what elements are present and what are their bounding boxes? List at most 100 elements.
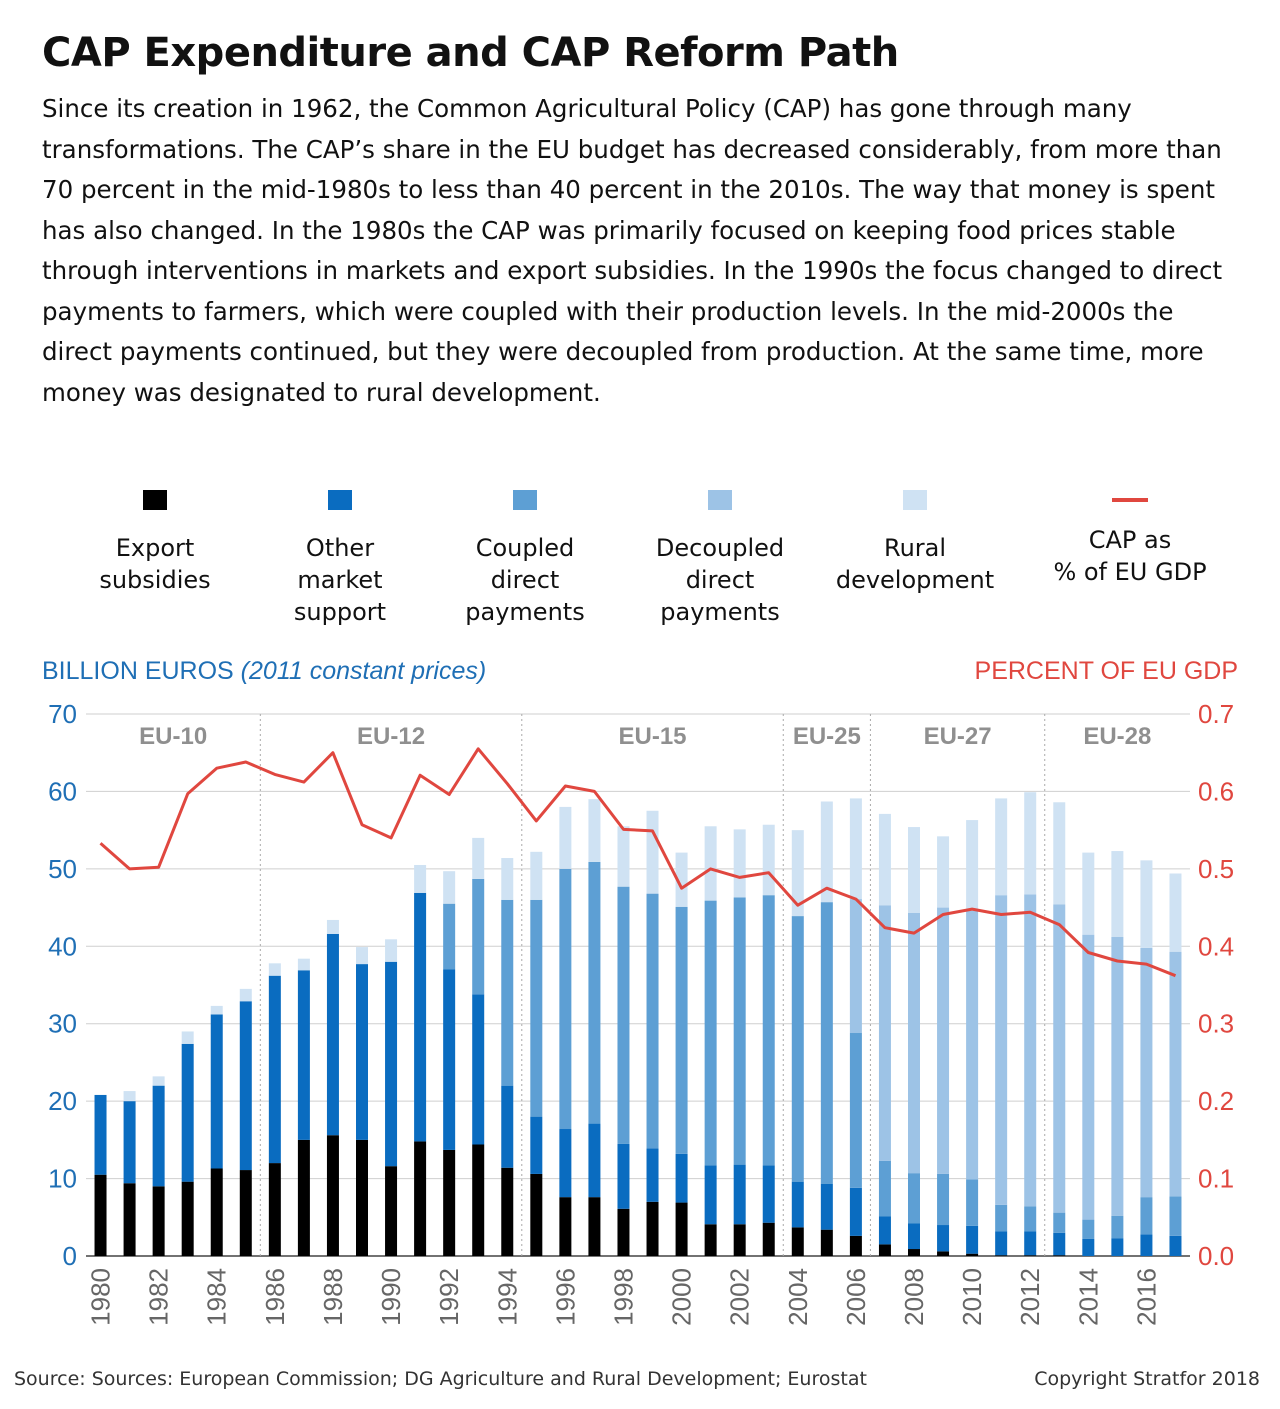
legend-label-line: Decoupled: [655, 534, 785, 562]
x-tick-label: 1980: [86, 1268, 116, 1326]
bar-segment: [559, 806, 572, 869]
bar-segment: [268, 1163, 281, 1256]
left-tick-label: 10: [48, 1164, 77, 1194]
bar-segment: [849, 1235, 862, 1256]
bar-segment: [733, 1164, 746, 1225]
bar-segment: [937, 1173, 950, 1226]
bar-segment: [588, 861, 601, 1124]
bar-segment: [646, 893, 659, 1149]
bar-segment: [908, 827, 920, 913]
bar-segment: [791, 1227, 804, 1256]
x-tick-label: 1982: [144, 1268, 174, 1326]
bar-segment: [820, 801, 833, 903]
legend-color-swatch: [328, 490, 352, 510]
legend-label-line: direct: [685, 566, 755, 594]
bar-segment: [791, 830, 804, 917]
bar-segment: [472, 837, 485, 879]
bar-segment: [1169, 1196, 1182, 1236]
bar-segment: [472, 878, 485, 995]
legend-label-line: Other: [305, 534, 375, 562]
right-tick-label: 0.5: [1198, 854, 1234, 884]
left-tick-label: 30: [48, 1009, 77, 1039]
bar-segment: [1053, 802, 1066, 905]
legend-color-swatch: [708, 490, 732, 510]
bar-segment: [733, 1224, 746, 1256]
bar-segment: [268, 963, 281, 976]
bar-segment: [443, 903, 456, 970]
bar-segment: [733, 829, 746, 898]
legend-label: CAP as % of EU GDP: [1040, 524, 1220, 588]
bar-segment: [472, 994, 485, 1145]
cap-chart: BILLION EUROS (2011 constant prices) PERC…: [42, 657, 1238, 1326]
left-axis-title: BILLION EUROS (2011 constant prices): [42, 657, 486, 685]
bar-segment: [210, 1005, 223, 1015]
legend: Export subsidies Other market support Coupled…: [0, 490, 1280, 630]
legend-label-line: payments: [660, 598, 780, 626]
legend-line-swatch: [1112, 498, 1148, 502]
legend-label: Rural development: [825, 532, 1005, 596]
x-tick-label: 2004: [783, 1268, 813, 1326]
x-tick-label: 2000: [667, 1268, 697, 1326]
legend-label-line: Rural: [883, 534, 947, 562]
bar-segment: [385, 939, 398, 962]
bar-segment: [385, 1166, 398, 1256]
bar-segment: [559, 868, 572, 1130]
legend-label-line: % of EU GDP: [1053, 558, 1207, 586]
bar-segment: [995, 895, 1008, 1205]
bar-segment: [878, 813, 891, 906]
right-tick-label: 0.4: [1198, 931, 1234, 961]
left-axis-title-main: BILLION EUROS: [42, 657, 234, 685]
bar-segment: [588, 799, 601, 862]
right-tick-label: 0.0: [1198, 1241, 1234, 1271]
right-tick-label: 0.7: [1198, 699, 1234, 729]
era-label: EU-27: [924, 723, 992, 750]
x-tick-label: 1988: [318, 1268, 348, 1326]
bar-segment: [1024, 1255, 1037, 1256]
left-tick-label: 40: [48, 931, 77, 961]
bar-segment: [443, 969, 456, 1150]
bar-segment: [675, 1153, 688, 1203]
bar-segment: [181, 1031, 194, 1044]
bar-segment: [356, 964, 368, 1140]
bar-segment: [966, 820, 979, 911]
left-axis-title-sub: (2011 constant prices): [234, 657, 486, 685]
bar-segment: [1082, 1238, 1095, 1256]
bar-segment: [762, 1222, 775, 1256]
bar-segment: [675, 906, 688, 1154]
left-tick-label: 70: [48, 699, 77, 729]
bar-segment: [530, 851, 543, 900]
bar-segment: [1111, 1215, 1124, 1239]
bar-segment: [908, 1223, 920, 1250]
bar-segment: [1082, 934, 1095, 1220]
bar-segment: [181, 1043, 194, 1182]
source-note: Source: Sources: European Commission; DG…: [14, 1368, 867, 1390]
bar-segment: [1169, 1235, 1182, 1256]
legend-label-line: Coupled: [475, 534, 575, 562]
bar-segment: [704, 826, 717, 901]
bar-segment: [94, 1094, 107, 1175]
x-tick-label: 2008: [899, 1268, 929, 1326]
bar-segment: [995, 1204, 1008, 1232]
bar-segment: [908, 912, 920, 1174]
legend-item: Rural development: [825, 490, 1005, 596]
bar-segment: [878, 1216, 891, 1245]
bar-segment: [1169, 873, 1182, 952]
bar-segment: [878, 905, 891, 1161]
left-tick-label: 60: [48, 776, 77, 806]
left-tick-label: 0: [63, 1241, 77, 1271]
bar-segment: [1140, 1234, 1153, 1256]
era-label: EU-15: [619, 723, 687, 750]
x-tick-label: 2016: [1131, 1268, 1161, 1326]
legend-label: Coupled direct payments: [435, 532, 615, 628]
bar-segment: [849, 798, 862, 900]
bar-segment: [1111, 851, 1124, 937]
bar-segment: [1169, 951, 1182, 1197]
bar-segment: [123, 1091, 136, 1102]
legend-label: Export subsidies: [65, 532, 245, 596]
bar-segment: [152, 1085, 165, 1187]
x-tick-label: 1992: [434, 1268, 464, 1326]
bar-segment: [181, 1181, 194, 1256]
intro-paragraph: Since its creation in 1962, the Common A…: [42, 94, 1223, 407]
bar-segment: [210, 1168, 223, 1256]
bar-segment: [123, 1101, 136, 1184]
